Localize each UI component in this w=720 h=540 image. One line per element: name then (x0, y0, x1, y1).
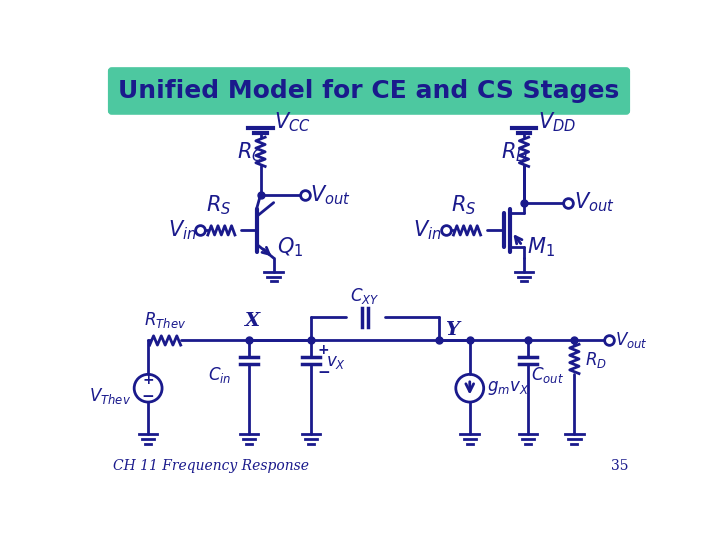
Text: $V_{out}$: $V_{out}$ (615, 330, 647, 350)
Text: $v_X$: $v_X$ (326, 354, 346, 370)
Text: $g_m v_X$: $g_m v_X$ (487, 379, 529, 397)
Text: $C_{in}$: $C_{in}$ (208, 365, 232, 385)
Text: 35: 35 (611, 459, 629, 473)
Text: −: − (142, 389, 155, 404)
Text: $R_S$: $R_S$ (206, 194, 231, 217)
Text: $R_C$: $R_C$ (238, 140, 264, 164)
Text: $R_D$: $R_D$ (585, 350, 607, 370)
Text: $Q_1$: $Q_1$ (276, 235, 303, 259)
Text: Y: Y (445, 321, 459, 339)
Text: $V_{out}$: $V_{out}$ (574, 191, 614, 214)
Text: $R_S$: $R_S$ (451, 194, 477, 217)
Text: $C_{XY}$: $C_{XY}$ (351, 286, 380, 306)
Text: $V_{DD}$: $V_{DD}$ (538, 110, 576, 133)
FancyBboxPatch shape (109, 68, 629, 114)
Text: Unified Model for CE and CS Stages: Unified Model for CE and CS Stages (118, 79, 620, 103)
Text: $R_D$: $R_D$ (500, 140, 528, 164)
Text: $R_{Thev}$: $R_{Thev}$ (144, 309, 186, 330)
Text: $V_{Thev}$: $V_{Thev}$ (89, 386, 131, 406)
Text: $V_{in}$: $V_{in}$ (168, 219, 196, 242)
Text: X: X (243, 312, 258, 330)
Text: $V_{CC}$: $V_{CC}$ (274, 110, 311, 133)
Text: $V_{out}$: $V_{out}$ (310, 183, 351, 207)
Text: +: + (317, 343, 329, 357)
Text: +: + (143, 374, 154, 388)
Text: −: − (317, 365, 330, 380)
Text: CH 11 Frequency Response: CH 11 Frequency Response (113, 459, 310, 473)
Text: $M_1$: $M_1$ (527, 235, 555, 259)
Text: $V_{in}$: $V_{in}$ (413, 219, 442, 242)
Text: $C_{out}$: $C_{out}$ (531, 365, 564, 385)
